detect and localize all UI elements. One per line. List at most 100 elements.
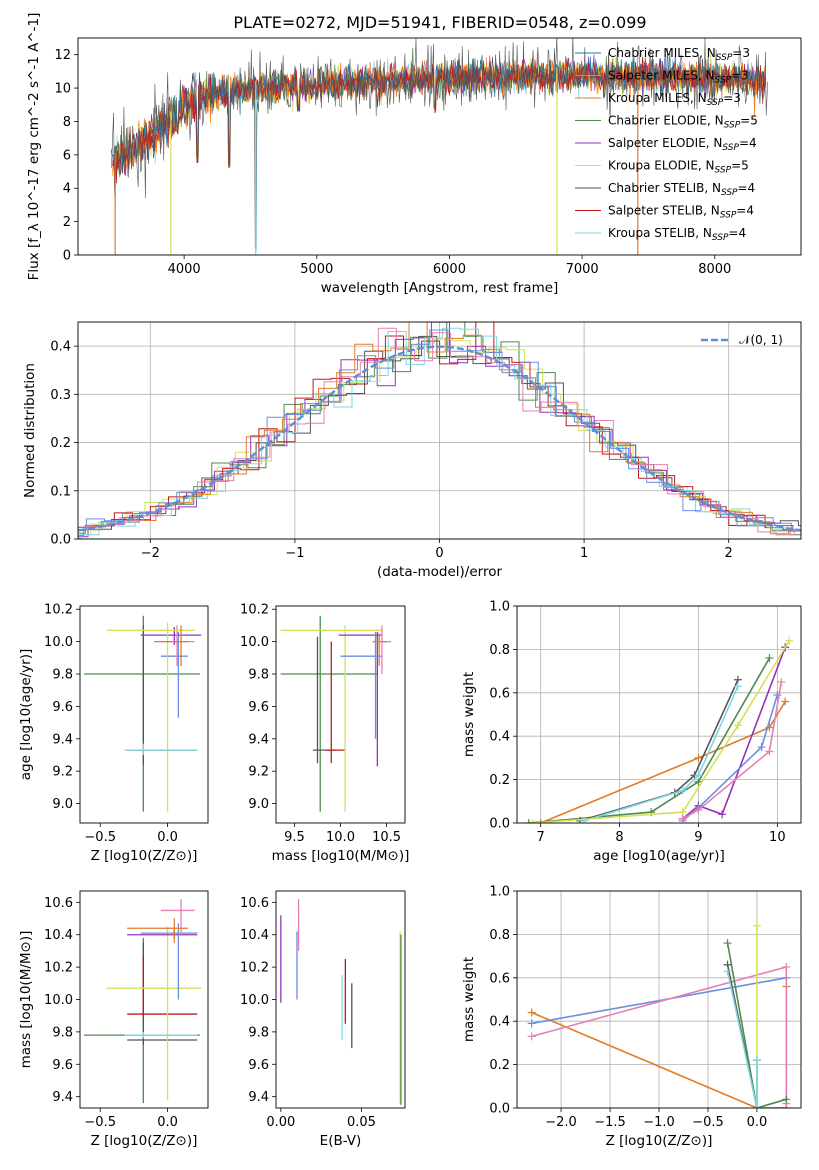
weight-line (726, 942, 787, 1108)
y-axis-label: mass weight (461, 957, 477, 1042)
y-tick-label: 10.2 (240, 603, 269, 618)
y-tick-label: 9.2 (248, 765, 269, 780)
y-tick-label: 6 (63, 148, 71, 163)
plot-area (110, 38, 769, 255)
legend-subscript: SSP (720, 211, 737, 221)
weight-marker (678, 814, 687, 823)
y-tick-label: 0.2 (50, 436, 71, 451)
y-tick-label: 0.2 (489, 1058, 510, 1073)
plot-area (280, 899, 402, 1105)
y-tick-label: 9.4 (248, 1090, 269, 1105)
weight-marker (694, 753, 703, 762)
y-tick-label: 10 (54, 82, 71, 97)
figure-title: PLATE=0272, MJD=51941, FIBERID=0548, z=0… (233, 13, 646, 32)
legend-text: Salpeter MILES, N (608, 69, 715, 83)
panel-massweight-vs-age: 7 8 9 10 0.0 0.2 0.4 0.6 0.8 1.0 age [log10(age/yr… (461, 600, 802, 864)
y-tick-label: 12 (54, 48, 71, 63)
x-tick-label: −2 (141, 546, 160, 561)
y-tick-label: 0.0 (489, 1102, 510, 1117)
weight-marker (765, 747, 774, 756)
legend-entry: Chabrier MILES, NSSP=3 (608, 46, 750, 63)
x-axis-label: wavelength [Angstrom, rest frame] (321, 280, 559, 296)
y-tick-label: 9.8 (52, 1025, 73, 1040)
x-axis-label: E(B-V) (320, 1133, 362, 1149)
y-tick-label: 9.8 (248, 668, 269, 683)
weight-marker (718, 810, 727, 819)
plot-area (527, 921, 791, 1108)
legend-text: Kroupa MILES, N (608, 91, 707, 105)
y-tick-label: 10.4 (44, 928, 73, 943)
panels: 4000 5000 6000 7000 8000024681012wavelength … (18, 13, 802, 1149)
weight-marker (752, 1104, 761, 1108)
panel-age-vs-mass: 9.5 10.0 10.5 9.0 9.2 9.4 9.6 9.8 10.0 10.2 mass [… (240, 603, 409, 864)
x-tick-label: 9 (694, 830, 702, 845)
weight-line (682, 681, 783, 820)
residual-histogram (78, 335, 801, 530)
legend-subscript: SSP (721, 188, 738, 198)
x-tick-label: 0.0 (747, 1115, 768, 1130)
y-tick-label: 0.4 (489, 730, 510, 745)
x-tick-label: 9.5 (284, 830, 305, 845)
y-tick-label: 1.0 (489, 885, 510, 900)
y-tick-label: 10.6 (44, 896, 73, 911)
y-tick-label: 9.6 (52, 1058, 73, 1073)
legend-text: =4 (738, 181, 756, 195)
weight-line (528, 657, 771, 823)
spectrum-line (112, 56, 766, 184)
x-tick-label: −0.5 (84, 1115, 116, 1130)
legend-entry: Kroupa MILES, NSSP=3 (608, 91, 741, 108)
axes-frame (77, 37, 802, 256)
legend-text: Chabrier STELIB, N (608, 181, 721, 195)
y-tick-label: 0 (63, 249, 71, 264)
panel-mass-vs-Z: −0.5 0.0 9.4 9.6 9.8 10.0 10.2 10.4 10.6 Z [log10… (18, 890, 209, 1149)
weight-marker (765, 654, 774, 663)
x-tick-label: 10.5 (372, 830, 401, 845)
legend-text: =4 (736, 204, 754, 218)
weight-line (726, 971, 758, 1108)
y-tick-label: 2 (63, 215, 71, 230)
y-tick-label: 10.2 (240, 961, 269, 976)
y-tick-label: 0.6 (489, 971, 510, 986)
plot-area (78, 322, 801, 539)
y-axis-label: Normed distribution (22, 363, 38, 498)
y-tick-label: 0.2 (489, 773, 510, 788)
legend-text: Chabrier ELODIE, N (608, 114, 724, 128)
x-tick-label: 10.0 (326, 830, 355, 845)
legend-subscript: SSP (722, 143, 739, 153)
legend-text: =5 (740, 114, 758, 128)
weight-marker (781, 697, 790, 706)
y-tick-label: 9.6 (52, 700, 73, 715)
plot-area (84, 615, 202, 812)
y-tick-label: 10.0 (240, 635, 269, 650)
weight-marker (527, 1008, 536, 1017)
y-tick-label: 0.8 (489, 643, 510, 658)
y-tick-label: 9.6 (248, 1058, 269, 1073)
legend-subscript: SSP (724, 121, 741, 131)
weight-marker (733, 721, 742, 730)
legend-text: Salpeter STELIB, N (608, 204, 720, 218)
legend-entry: Salpeter ELODIE, NSSP=4 (608, 136, 757, 153)
weight-marker (723, 939, 732, 948)
legend-subscript: SSP (707, 98, 724, 108)
legend-text: =4 (739, 136, 757, 150)
x-tick-label: 7000 (566, 262, 599, 277)
weight-marker (757, 743, 766, 752)
axes-frame (77, 321, 802, 540)
weight-marker (536, 819, 545, 823)
weight-marker (782, 1095, 791, 1104)
y-tick-label: 0.0 (50, 533, 71, 548)
axes-frame (275, 605, 406, 824)
x-tick-label: 1 (580, 546, 588, 561)
y-tick-label: 10.0 (240, 993, 269, 1008)
x-tick-label: −1.0 (643, 1115, 675, 1130)
y-tick-label: 9.6 (248, 700, 269, 715)
y-tick-label: 10.0 (44, 993, 73, 1008)
y-tick-label: 4 (63, 182, 71, 197)
panel-mass-vs-EBV: 0.00 0.05 9.4 9.6 9.8 10.0 10.2 10.4 10.6 E(B-V) (240, 890, 406, 1149)
weight-line (682, 646, 786, 820)
x-tick-label: 7 (537, 830, 545, 845)
y-tick-label: 9.4 (248, 732, 269, 747)
residual-histogram (78, 329, 801, 531)
weight-marker (782, 962, 791, 971)
